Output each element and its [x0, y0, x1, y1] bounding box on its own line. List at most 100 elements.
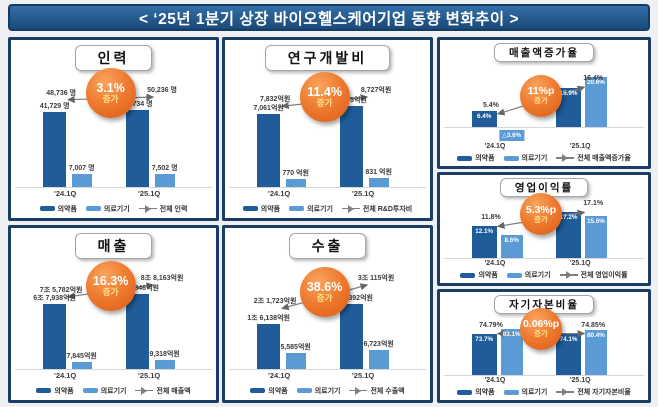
- x-axis-labels: '24.1Q '25.1Q: [443, 376, 645, 386]
- rnd-expense-total-label-1: 8,727억원: [360, 87, 392, 94]
- revenue-legend-total: 전체 매출액: [135, 386, 191, 396]
- revenue-growth-bubble: 16.3% 증가: [85, 260, 136, 311]
- dark-swatch-icon: [457, 155, 473, 161]
- panel-personnel-title: 인력: [74, 45, 153, 71]
- light-swatch-icon: [506, 272, 522, 278]
- personnel-device-bar-0: [71, 174, 92, 187]
- trend-arrow-icon: [341, 204, 360, 213]
- rnd-expense-device-label-0: 770 억원: [282, 170, 309, 178]
- x-axis: [229, 187, 426, 188]
- rnd-expense-category-0: '24.1Q: [268, 189, 291, 198]
- revenue-growth-rate-growth-bubble: 11%p 증가: [520, 74, 563, 117]
- operating-margin-legend-dark: 의약품: [460, 270, 498, 280]
- revenue-legend-dark-label: 의약품: [54, 387, 74, 395]
- operating-margin-pharma-bar-0: [471, 225, 497, 258]
- revenue-growth-rate-device-negative-0: △3.6%: [499, 130, 525, 141]
- rnd-expense-bubble-caption: 증가: [316, 97, 333, 108]
- trend-arrow-icon: [349, 386, 368, 395]
- revenue-growth-rate-legend-total: 전체 매출액증가율: [556, 153, 631, 163]
- equity-ratio-legend-total-label: 전체 자기자본비율: [577, 389, 631, 396]
- revenue-device-bar-0: [71, 361, 92, 369]
- rnd-expense-growth-bubble: 11.4% 증가: [299, 71, 350, 122]
- x-axis: [15, 369, 212, 370]
- equity-ratio-device-label-1: 80.4%: [587, 332, 605, 340]
- personnel-category-1: '25.1Q: [137, 189, 161, 198]
- rnd-expense-legend-light-label: 의료기기: [307, 205, 333, 213]
- x-axis-labels: '24.1Q '25.1Q: [228, 188, 427, 201]
- revenue-category-1: '25.1Q: [137, 371, 161, 380]
- export-growth-bubble: 38.6% 증가: [299, 266, 350, 317]
- rnd-expense-bubble-value: 11.4%: [307, 84, 342, 99]
- panel-revenue-growth-title: 매출액증가율: [494, 43, 594, 62]
- rnd-expense-device-bar-0: [285, 179, 306, 187]
- revenue-bubble-caption: 증가: [102, 287, 119, 297]
- legend-equity-ratio: 의약품 의료기기 전체 자기자본비율: [443, 386, 645, 398]
- personnel-device-bar-1: [154, 173, 175, 187]
- chart-export: 1조 6,138억원 5,585억원 2조 3,392억원 6,723억원 2조 1,7…: [229, 261, 426, 370]
- rnd-expense-legend-light: 의료기기: [289, 204, 333, 214]
- personnel-category-0: '24.1Q: [54, 189, 77, 198]
- export-total-label-0: 2조 1,723억원: [253, 298, 297, 306]
- revenue-category-0: '24.1Q: [54, 371, 77, 380]
- operating-margin-legend-light: 의료기기: [506, 270, 551, 280]
- trend-arrow-icon: [556, 154, 575, 162]
- personnel-bubble-value: 3.1%: [96, 81, 125, 96]
- export-category-0: '24.1Q: [268, 371, 291, 380]
- light-swatch-icon: [85, 206, 101, 211]
- page-title-text: < ‘25년 1분기 상장 바이오헬스케어기업 동향 변화추이 >: [138, 10, 520, 28]
- personnel-pharma-label-0: 41,729 명: [39, 103, 70, 111]
- x-axis: [15, 187, 212, 188]
- operating-margin-legend-total: 전체 영업이익률: [559, 270, 628, 280]
- trend-arrow-icon: [135, 386, 154, 395]
- revenue-growth-rate-total-label-0: 5.4%: [482, 101, 499, 109]
- personnel-legend-total-label: 전체 인력: [159, 205, 188, 213]
- equity-ratio-bubble-caption: 증가: [534, 329, 548, 339]
- revenue-legend-light-label: 의료기기: [100, 387, 127, 395]
- page-title: < ‘25년 1분기 상장 바이오헬스케어기업 동향 변화추이 >: [8, 4, 650, 31]
- export-device-bar-0: [285, 353, 306, 369]
- panel-equity-ratio-title: 자기자본비율: [494, 295, 594, 314]
- export-legend-total-label: 전체 수출액: [370, 387, 405, 395]
- equity-ratio-bubble-value: 0.06%p: [522, 318, 560, 331]
- trend-arrow-icon: [138, 204, 157, 213]
- operating-margin-category-1: '25.1Q: [569, 260, 591, 267]
- rnd-expense-device-label-1: 831 억원: [365, 169, 392, 177]
- trend-arrow-icon: [559, 271, 578, 279]
- panel-personnel: 인력 41,729 명 7,007 명 42,734 명 7,502 명 48,736 …: [8, 37, 219, 221]
- panel-title-text: 영업이익률: [514, 182, 574, 194]
- revenue-total-label-0: 7조 5,782억원: [39, 286, 83, 294]
- rnd-expense-pharma-bar-1: [340, 105, 364, 187]
- revenue-total-label-1: 8조 8,163억원: [140, 275, 184, 282]
- revenue-device-bar-1: [154, 360, 175, 369]
- equity-ratio-pharma-bar-1: [556, 333, 581, 375]
- revenue-growth-rate-legend-total-label: 전체 매출액증가율: [577, 155, 631, 162]
- x-axis-labels: '24.1Q '25.1Q: [443, 259, 645, 269]
- chart-revenue: 6조 7,938억원 7,845억원 7조 8,846억원 9,318억원 7조 5,7…: [15, 260, 212, 370]
- chart-rnd-expense: 7,061억원 770 억원 7,895억원 831 억원 7,832억원 8,727억원…: [229, 71, 426, 188]
- revenue-device-label-1: 9,318억원: [149, 351, 180, 359]
- equity-ratio-device-bar-0: [500, 329, 523, 375]
- operating-margin-total-label-1: 17.1%: [583, 200, 604, 208]
- light-swatch-icon: [296, 388, 312, 393]
- export-legend-dark: 의약품: [250, 386, 288, 396]
- revenue-legend-light: 의료기기: [82, 386, 127, 396]
- panel-title-text: 자기자본비율: [509, 299, 579, 311]
- operating-margin-device-bar-1: [584, 216, 607, 258]
- rnd-expense-device-bar-1: [368, 178, 389, 187]
- revenue-growth-rate-legend-dark: 의약품: [457, 153, 495, 163]
- rnd-expense-pharma-label-0: 7,061억원: [253, 105, 284, 113]
- personnel-pharma-bar-0: [43, 112, 67, 187]
- equity-ratio-total-label-1: 74.85%: [581, 321, 606, 329]
- export-device-label-0: 5,585억원: [280, 344, 311, 352]
- export-category-1: '25.1Q: [351, 371, 375, 380]
- x-axis-labels: '24.1Q '25.1Q: [14, 370, 213, 383]
- equity-ratio-legend-light: 의료기기: [503, 387, 547, 397]
- operating-margin-device-label-0: 8.6%: [504, 237, 519, 244]
- x-axis: [444, 375, 644, 376]
- dark-swatch-icon: [460, 272, 476, 278]
- equity-ratio-device-bar-1: [584, 330, 607, 375]
- revenue-pharma-label-0: 6조 7,938억원: [33, 295, 76, 303]
- panel-operating-margin: 영업이익률 12.1% 8.6% 17.2% 15.6% 11.8% 17.1% 5.3%p…: [437, 172, 651, 286]
- revenue-growth-rate-pharma-label-0: 6.4%: [477, 113, 492, 121]
- revenue-growth-rate-legend-dark-label: 의약품: [475, 155, 495, 162]
